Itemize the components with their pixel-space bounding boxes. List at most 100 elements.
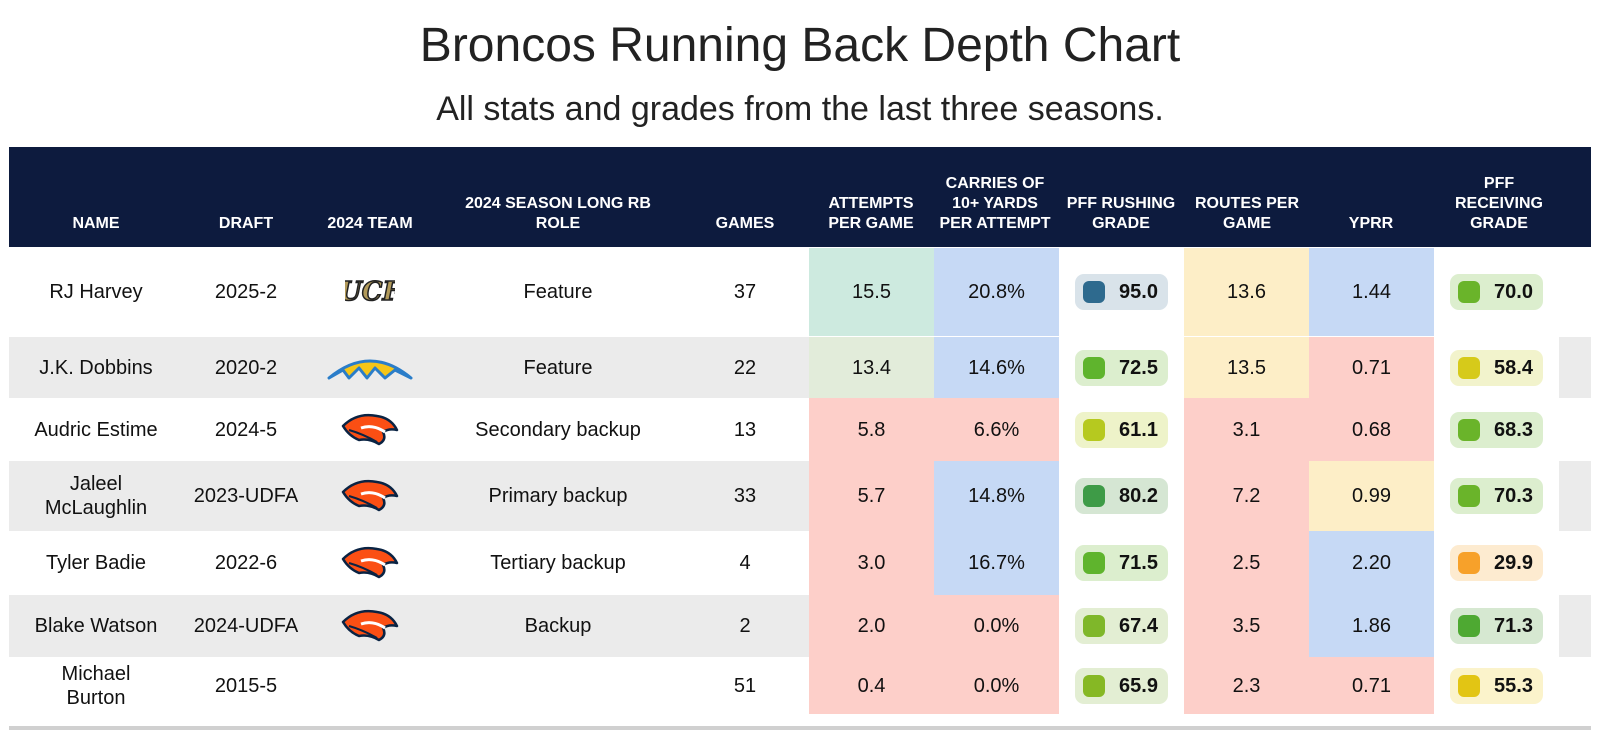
cell-carries10: 14.6% (934, 337, 1059, 398)
receiving-grade-cell: 70.0 (1434, 248, 1559, 336)
col-header-name: NAME (72, 215, 120, 232)
cell-games: 22 (733, 356, 757, 379)
grade-value: 68.3 (1494, 418, 1533, 441)
table-row: RJ Harvey 2025-2 UCF Feature 37 15.520.8% 95.0… (9, 248, 1591, 336)
grade-color-swatch (1458, 356, 1481, 379)
cell-name: RJ Harvey (49, 281, 143, 303)
cell-games: 13 (733, 418, 757, 441)
cell-games: 33 (733, 485, 757, 507)
cell-role: Backup (524, 615, 592, 637)
cell-draft: 2023-UDFA (193, 485, 299, 507)
cell-yprr: 1.44 (1309, 248, 1434, 336)
grade-badge: 80.2 (1075, 478, 1168, 514)
grade-value: 95.0 (1119, 281, 1158, 303)
cell-routes: 3.1 (1184, 398, 1309, 461)
cell-yprr: 0.68 (1309, 398, 1434, 461)
col-header-games: GAMES (715, 215, 775, 232)
grade-value: 72.5 (1119, 356, 1158, 379)
col-header-rec-grade: PFF RECEIVING GRADE (1454, 175, 1543, 232)
cell-att: 5.8 (809, 398, 934, 461)
cell-yprr: 0.71 (1309, 337, 1434, 398)
team-logo-empty (314, 657, 426, 714)
cell-carries10: 6.6% (934, 398, 1059, 461)
grade-color-swatch (1083, 418, 1106, 441)
grade-badge: 58.4 (1450, 349, 1543, 386)
ucf-logo: UCF (314, 248, 426, 336)
cell-draft: 2022-6 (214, 552, 278, 574)
table-row: Audric Estime 2024-5 Secondary backup 13 5.8… (9, 398, 1591, 461)
grade-color-swatch (1083, 674, 1106, 697)
grade-color-swatch (1458, 485, 1481, 507)
cell-carries10: 20.8% (934, 248, 1059, 336)
grade-value: 67.4 (1119, 615, 1158, 637)
grade-badge: 95.0 (1075, 274, 1168, 310)
broncos-logo (314, 461, 426, 531)
col-header-role: 2024 SEASON LONG RB ROLE (465, 195, 651, 232)
grade-color-swatch (1083, 356, 1106, 379)
grade-color-swatch (1458, 418, 1481, 441)
col-header-rush-grade: PFF RUSHING GRADE (1066, 195, 1176, 232)
rushing-grade-cell: 65.9 (1059, 657, 1184, 714)
grade-value: 29.9 (1494, 552, 1533, 574)
cell-att: 0.4 (809, 657, 934, 714)
cell-name: Michael Burton (61, 662, 131, 709)
cell-role: Primary backup (488, 485, 628, 507)
cell-name: Audric Estime (34, 418, 158, 441)
grade-badge: 65.9 (1075, 667, 1168, 704)
col-header-yprr: YPRR (1348, 215, 1394, 232)
grade-value: 71.3 (1494, 615, 1533, 637)
rushing-grade-cell: 67.4 (1059, 595, 1184, 657)
grade-value: 70.3 (1494, 485, 1533, 507)
grade-color-swatch (1083, 615, 1106, 637)
grade-value: 70.0 (1494, 281, 1533, 303)
broncos-logo (314, 595, 426, 657)
cell-name: J.K. Dobbins (39, 356, 153, 379)
col-header-routes: ROUTES PER GAME (1194, 195, 1299, 232)
cell-routes: 7.2 (1184, 461, 1309, 531)
grade-color-swatch (1458, 281, 1481, 303)
grade-value: 55.3 (1494, 674, 1533, 697)
cell-carries10: 14.8% (934, 461, 1059, 531)
cell-games: 51 (733, 674, 757, 697)
table-row: Jaleel McLaughlin 2023-UDFA Primary backup… (9, 461, 1591, 531)
table-header: NAME DRAFT 2024 TEAM 2024 SEASON LONG RB… (9, 147, 1591, 247)
cell-games: 37 (733, 281, 757, 303)
cell-carries10: 0.0% (934, 657, 1059, 714)
cell-role: Secondary backup (475, 418, 641, 441)
receiving-grade-cell: 55.3 (1434, 657, 1559, 714)
grade-badge: 29.9 (1450, 545, 1543, 581)
grade-badge: 71.5 (1075, 545, 1168, 581)
cell-att: 3.0 (809, 531, 934, 595)
table-row: Michael Burton 2015-5 51 0.4 0.0% 65.9 2.3 0.71… (9, 657, 1591, 714)
cell-carries10: 16.7% (934, 531, 1059, 595)
col-header-attempts: ATTEMPTS PER GAME (828, 195, 914, 232)
cell-yprr: 2.20 (1309, 531, 1434, 595)
cell-role: Feature (523, 281, 593, 303)
cell-role (449, 657, 667, 714)
cell-games: 2 (739, 615, 751, 637)
grade-color-swatch (1458, 615, 1481, 637)
cell-yprr: 0.99 (1309, 461, 1434, 531)
col-header-carries10: CARRIES OF 10+ YARDS PER ATTEMPT (939, 175, 1051, 232)
table-row: J.K. Dobbins 2020-2 Feature 22 13.4 14.6% 72.5… (9, 337, 1591, 398)
grade-badge: 61.1 (1075, 411, 1168, 448)
grade-value: 61.1 (1119, 418, 1158, 441)
table-row: Blake Watson 2024-UDFA Backup 2 2.0 0.0% 67.4 3… (9, 595, 1591, 657)
depth-chart-table: NAME DRAFT 2024 TEAM 2024 SEASON LONG RB… (9, 147, 1591, 714)
cell-yprr: 0.71 (1309, 657, 1434, 714)
receiving-grade-cell: 71.3 (1434, 595, 1559, 657)
grade-color-swatch (1458, 674, 1481, 697)
rushing-grade-cell: 71.5 (1059, 531, 1184, 595)
cell-yprr: 1.86 (1309, 595, 1434, 657)
chart-title: Broncos Running Back Depth Chart (419, 19, 1181, 72)
col-header-draft: DRAFT (218, 215, 274, 232)
receiving-grade-cell: 68.3 (1434, 398, 1559, 461)
table-bottom-border (9, 726, 1591, 730)
grade-color-swatch (1458, 552, 1481, 574)
receiving-grade-cell: 58.4 (1434, 337, 1559, 398)
grade-badge: 72.5 (1075, 349, 1168, 386)
cell-att: 2.0 (809, 595, 934, 657)
grade-color-swatch (1083, 485, 1106, 507)
cell-carries10: 0.0% (934, 595, 1059, 657)
cell-draft: 2025-2 (214, 281, 278, 303)
